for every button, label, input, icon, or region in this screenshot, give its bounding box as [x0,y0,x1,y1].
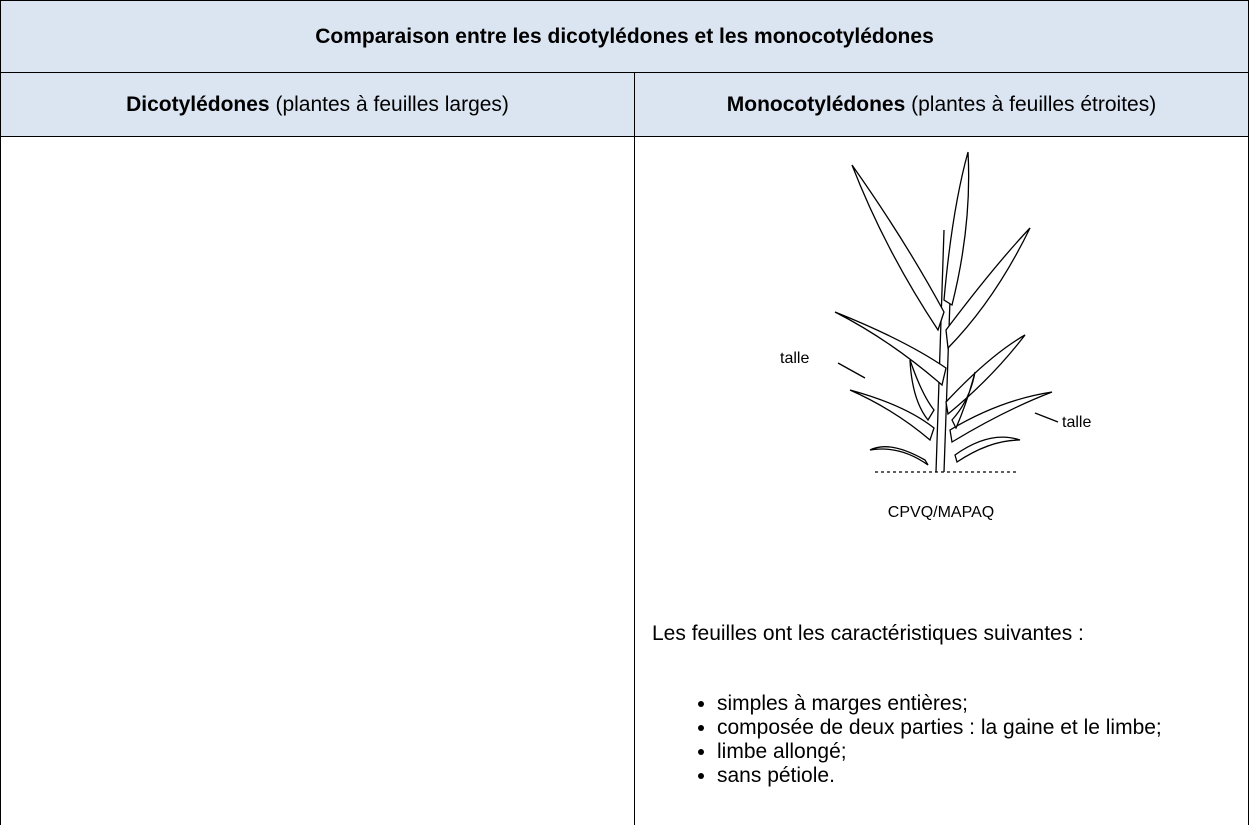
leaf [849,389,935,442]
intro-text: Les feuilles ont les caractéristiques su… [652,622,1084,645]
stem [935,229,945,473]
leaf [949,391,1053,444]
leaf [943,151,970,307]
bullet-item: simples à marges entières; [717,692,1230,716]
header-text: (plantes à feuilles larges) [275,92,509,116]
leaf [851,164,945,332]
title-cell: Comparaison entre les dicotylédones et l… [0,0,1249,73]
header-bold: Dicotylédones [126,92,270,116]
bullet-item: sans pétiole. [717,764,1230,788]
leaf [869,446,929,466]
figure-caption: CPVQ/MAPAQ [887,504,995,521]
leaf [951,371,976,430]
bullet-item: limbe allongé; [717,740,1230,764]
leaf [834,311,947,387]
leaf [945,227,1031,350]
header-bold: Monocotylédones [726,92,906,116]
header-text: (plantes à feuilles étroites) [911,92,1157,116]
table-title: Comparaison entre les dicotylédones et l… [315,24,934,48]
figure-label: talle [1062,414,1091,431]
label-line [1034,412,1059,423]
label-line [837,362,866,379]
header-cell: Dicotylédones (plantes à feuilles larges… [0,72,635,137]
bullet-item: composée de deux parties : la gaine et l… [717,716,1230,740]
figure-label: talle [780,350,809,367]
leaf [954,436,1021,464]
bullet-list: simples à marges entières;composée de de… [665,692,1230,788]
leaf [909,359,935,422]
